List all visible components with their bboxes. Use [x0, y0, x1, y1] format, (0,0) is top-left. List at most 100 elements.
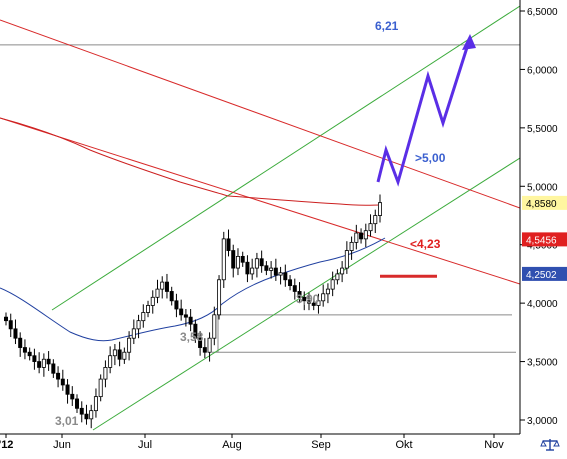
candle-body [174, 300, 179, 310]
price-badge-bg [522, 195, 567, 210]
candle-body [84, 413, 89, 420]
candle-body [273, 267, 278, 276]
candle-body [193, 323, 198, 339]
x-tick-label: Aug [222, 439, 242, 451]
candle-body [259, 258, 264, 267]
candle-body [164, 281, 169, 292]
x-axis: '12 Jun Jul Aug Sep Okt Nov [0, 434, 504, 451]
price-badge-label: 4,8580 [526, 199, 557, 210]
y-tick-label: 4,0000 [527, 299, 558, 310]
candle-body [169, 291, 174, 302]
candle-body [41, 358, 46, 368]
y-tick-label: 3,5000 [527, 358, 558, 369]
candle-body [146, 305, 151, 313]
candle-body [302, 296, 307, 302]
candle-body [344, 250, 349, 269]
candle-body [217, 279, 222, 316]
scale-balance-icon[interactable] [540, 439, 560, 451]
candle-body [183, 314, 188, 318]
candle-body [65, 384, 70, 395]
price-badge-label: 4,2502 [526, 270, 557, 281]
candle-body [330, 279, 335, 290]
x-tick-label: Jun [53, 439, 71, 451]
x-tick-label: Jul [138, 439, 152, 451]
y-tick-label: 3,0000 [527, 416, 558, 427]
candle-body [250, 267, 255, 275]
candle-body [75, 398, 80, 409]
annotation-3-90: 3,90 [296, 292, 320, 306]
candle-body [18, 337, 23, 348]
y-tick-label: 5,5000 [527, 124, 558, 135]
candle-body [32, 355, 37, 362]
trend-channel-upper [51, 5, 520, 311]
annotation-3-58: 3,58 [180, 330, 204, 344]
candle-body [141, 312, 146, 322]
downtrend-line [0, 117, 520, 285]
y-tick-label: 6,5000 [527, 7, 558, 18]
candle-body [311, 302, 316, 306]
candle-body [321, 293, 326, 302]
candle-body [22, 347, 27, 353]
candle-body [254, 258, 259, 269]
candle-body [179, 308, 184, 316]
candle-body [340, 267, 345, 275]
projection-path [376, 37, 472, 187]
candle-body [70, 393, 75, 400]
x-tick-label: Sep [311, 439, 331, 451]
y-tick-label: 6,0000 [527, 65, 558, 76]
projection-arrowhead [462, 34, 476, 50]
candle-body [377, 202, 382, 216]
x-tick-label: Okt [395, 439, 412, 451]
candle-body [240, 255, 245, 263]
candle-body [264, 265, 269, 271]
candle-body [368, 223, 373, 232]
candle-body [335, 273, 340, 281]
candle-body [160, 281, 165, 290]
candle-body [127, 337, 132, 353]
candle-body [131, 328, 136, 339]
candle-body [46, 358, 51, 365]
x-tick-label: Nov [484, 439, 504, 451]
candle-body [112, 349, 117, 357]
candle-body [27, 351, 32, 357]
candle-body [278, 272, 283, 276]
candle-body [188, 316, 193, 325]
candle-body [60, 378, 65, 386]
candle-body [226, 238, 231, 251]
downtrend-line [0, 19, 520, 209]
candle-body [8, 320, 13, 330]
candle-body [117, 349, 122, 360]
moving-average-long-line [0, 117, 381, 206]
candle-body [269, 267, 274, 271]
candle-body [103, 367, 108, 380]
annotation-5-00: >5,00 [415, 151, 446, 165]
annotations-layer: 6,21 >5,00 <4,23 3,90 3,58 3,01 [55, 19, 446, 428]
candle-body [13, 328, 18, 339]
candle-body [306, 300, 311, 304]
candle-body [79, 407, 84, 415]
candle-body [150, 296, 155, 306]
candle-body [37, 361, 42, 368]
candle-body [56, 372, 61, 380]
y-tick-label: 5,0000 [527, 182, 558, 193]
candle-body [207, 337, 212, 353]
x-tick-label: '12 [0, 439, 13, 451]
plot-area [0, 5, 520, 431]
candle-body [283, 272, 288, 281]
candle-body [108, 355, 113, 368]
candle-body [316, 300, 321, 306]
candle-body [235, 255, 240, 269]
candle-body [245, 261, 250, 275]
candle-body [231, 250, 236, 269]
candle-body [155, 288, 160, 298]
candle-body [373, 215, 378, 225]
candle-body [349, 241, 354, 251]
candle-body [51, 363, 56, 374]
candle-body [212, 314, 217, 339]
candle-body [198, 337, 203, 348]
candle-body [297, 291, 302, 298]
candle-body [325, 288, 330, 295]
candle-body [363, 230, 368, 240]
candle-body [4, 316, 9, 322]
